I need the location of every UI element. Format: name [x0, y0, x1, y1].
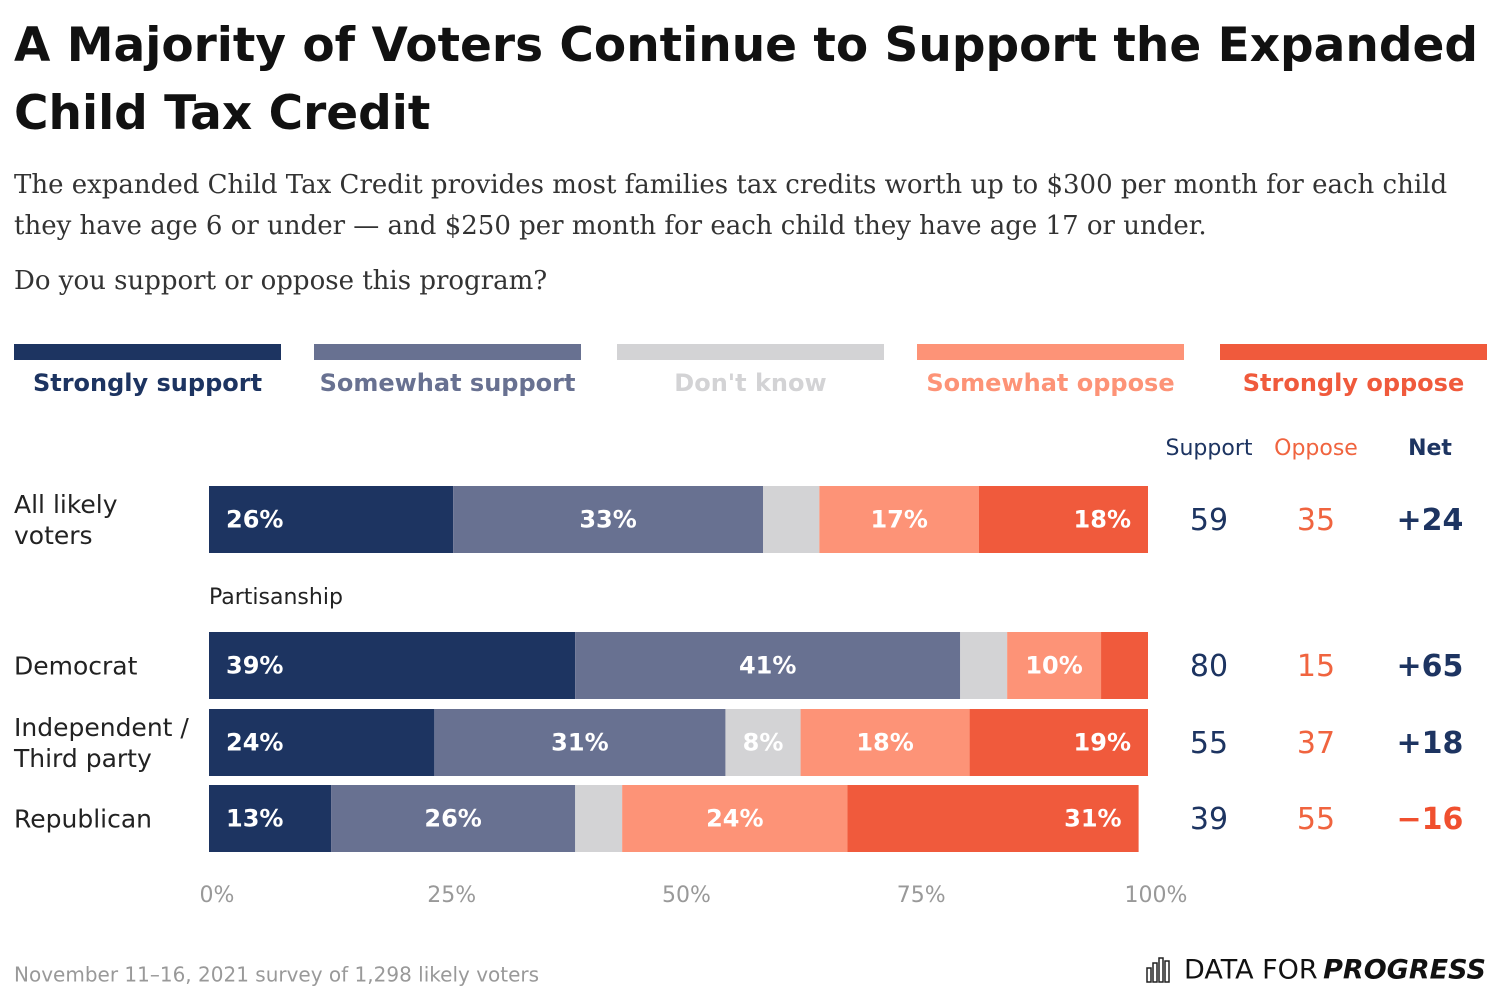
logo-icon [1146, 967, 1152, 983]
group-label: Partisanship [209, 585, 343, 610]
bar-segment [622, 785, 848, 852]
bar-segment [800, 709, 970, 776]
value-label: 24% [226, 729, 283, 757]
bar-segment [1007, 632, 1102, 699]
value-label: 8% [743, 729, 784, 757]
legend-label: Don't know [674, 369, 826, 397]
support-value: 80 [1190, 649, 1228, 684]
net-value: +18 [1397, 726, 1464, 761]
bar-segment [575, 785, 623, 852]
oppose-value: 35 [1297, 503, 1335, 538]
bar-segment [969, 709, 1148, 776]
bar-segment [209, 632, 576, 699]
oppose-value: 37 [1297, 726, 1335, 761]
value-label: 39% [226, 652, 283, 680]
value-label: 18% [856, 729, 913, 757]
oppose-value: 55 [1297, 802, 1335, 837]
bar-segment [978, 486, 1148, 553]
logo-text: DATA FOR [1184, 955, 1318, 986]
value-label: 26% [226, 506, 283, 534]
bar-segment [725, 709, 801, 776]
value-label: 19% [1074, 729, 1131, 757]
logo-icon [1152, 962, 1158, 983]
legend-label: Strongly oppose [1243, 369, 1464, 397]
bar-segment [575, 632, 961, 699]
column-header: Support [1166, 436, 1253, 461]
value-label: 24% [706, 805, 763, 833]
support-value: 55 [1190, 726, 1228, 761]
legend-swatch [1220, 344, 1487, 360]
bar-segment [847, 785, 1139, 852]
value-label: 41% [739, 652, 796, 680]
bar-segment [763, 486, 820, 553]
value-label: 10% [1025, 652, 1082, 680]
value-label: 31% [1064, 805, 1121, 833]
bar-segment [960, 632, 1008, 699]
source-note: November 11–16, 2021 survey of 1,298 lik… [14, 963, 539, 987]
x-tick-label: 25% [427, 883, 476, 908]
bar-segment [209, 709, 435, 776]
legend-swatch [617, 344, 884, 360]
value-label: 33% [579, 506, 636, 534]
legend-swatch [314, 344, 581, 360]
x-tick-label: 100% [1125, 883, 1188, 908]
logo-icon [1158, 957, 1164, 983]
value-label: 17% [870, 506, 927, 534]
net-value: +24 [1397, 503, 1464, 538]
x-tick-label: 0% [200, 883, 235, 908]
question: Do you support or oppose this program? [14, 266, 548, 296]
category-label: Independent / Third party [14, 712, 189, 773]
logo-icon [1164, 960, 1170, 983]
oppose-value: 15 [1297, 649, 1335, 684]
legend-label: Somewhat support [320, 369, 576, 397]
subtitle: The expanded Child Tax Credit provides m… [14, 170, 1448, 241]
category-label: Republican [14, 804, 153, 833]
value-label: 13% [226, 805, 283, 833]
value-label: 31% [551, 729, 608, 757]
column-header: Oppose [1274, 436, 1358, 461]
x-tick-label: 50% [662, 883, 711, 908]
category-label: Democrat [14, 651, 138, 680]
bar-segment [434, 709, 726, 776]
legend-label: Strongly support [33, 369, 262, 397]
bar-segment [819, 486, 979, 553]
bar-segment [1101, 632, 1148, 699]
chart-title: A Majority of Voters Continue to Support… [14, 18, 1478, 141]
net-value: −16 [1397, 802, 1464, 837]
category-label: All likely voters [14, 489, 118, 550]
logo-text: PROGRESS [1323, 955, 1486, 986]
legend-swatch [917, 344, 1184, 360]
support-value: 59 [1190, 503, 1228, 538]
legend-swatch [14, 344, 281, 360]
support-value: 39 [1190, 802, 1228, 837]
bar-segment [209, 486, 454, 553]
legend-label: Somewhat oppose [926, 369, 1174, 397]
value-label: 26% [424, 805, 481, 833]
bar-segment [209, 785, 332, 852]
bar-segment [331, 785, 576, 852]
x-tick-label: 75% [897, 883, 946, 908]
bar-segment [453, 486, 764, 553]
column-header: Net [1408, 436, 1452, 461]
net-value: +65 [1397, 649, 1464, 684]
value-label: 18% [1074, 506, 1131, 534]
